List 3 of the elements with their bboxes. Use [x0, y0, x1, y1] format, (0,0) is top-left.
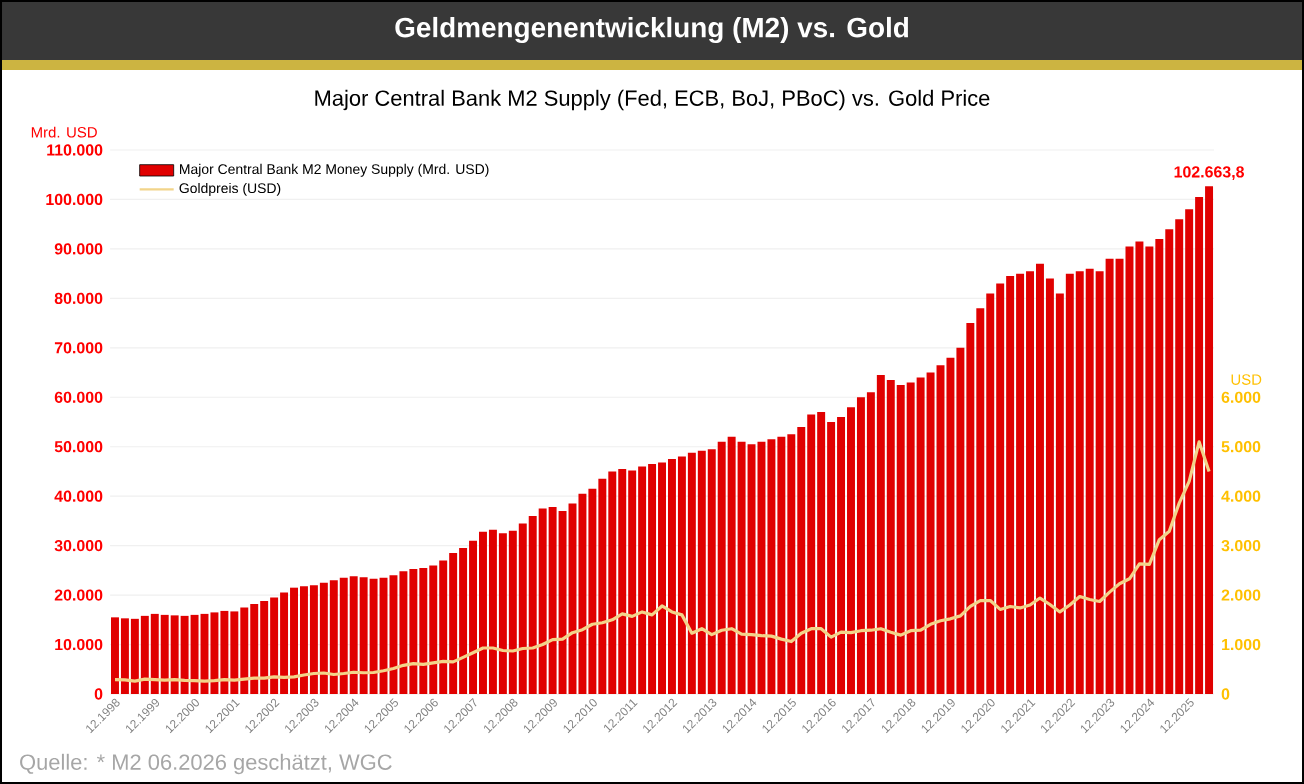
chart-title: Geldmengenentwicklung (M2) vs. Gold: [395, 16, 909, 44]
chart-subtitle: Major Central Bank M2 Supply (Fed, ECB, BoJ, PBoC) vs. Gold Price: [315, 89, 990, 111]
source-note: Quelle: * M2 06.2026 geschätzt, WGC: [20, 753, 392, 775]
